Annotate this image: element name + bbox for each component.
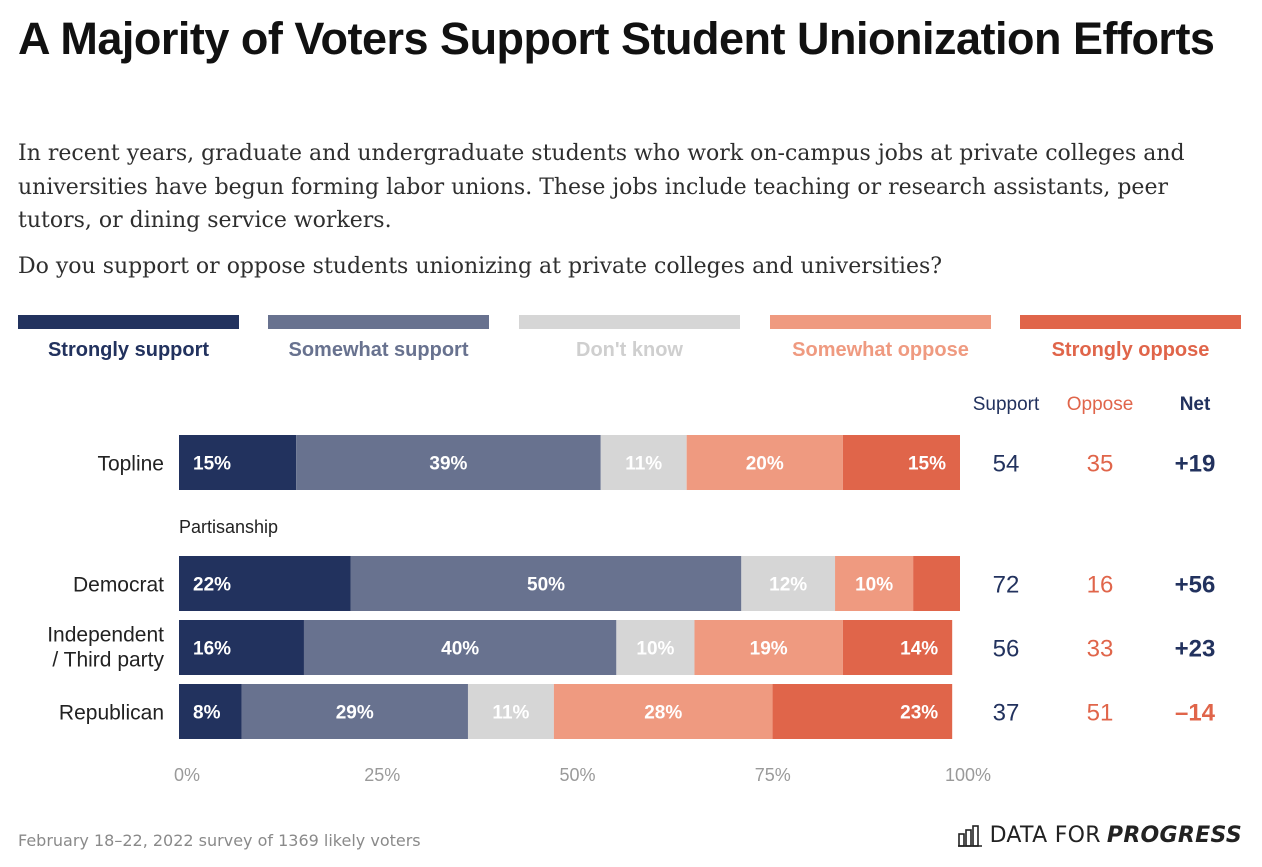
category-label: Democrat [73,574,164,597]
legend-swatch [268,315,489,329]
data-label: 16% [193,639,231,660]
column-header: Net [1180,394,1211,415]
column-header: Support [973,394,1040,415]
bar-segment [350,556,742,611]
data-label: 8% [193,703,221,724]
bar-segment [553,684,773,739]
net-value: +19 [1175,451,1216,478]
brand-logo: DATA FOR PROGRESS [957,823,1242,848]
legend-label: Somewhat oppose [792,339,969,361]
bar-segment [694,620,843,675]
x-tick-label: 50% [559,765,595,785]
bar-segment [835,556,914,611]
column-header: Oppose [1067,394,1134,415]
legend-swatch [1020,315,1241,329]
bar-segment [600,435,687,490]
data-label: 22% [193,575,231,596]
data-label: 10% [855,575,893,596]
bar-segment [179,435,297,490]
bar-segment [616,620,695,675]
oppose-value: 33 [1087,636,1114,663]
data-label: 20% [746,454,784,475]
bar-segment [686,435,843,490]
bar-segment [467,684,554,739]
chart-title: A Majority of Voters Support Student Uni… [18,13,1215,64]
bar-segment [241,684,468,739]
x-tick-label: 0% [174,765,200,785]
brand-name-bold: PROGRESS [1106,823,1242,848]
data-label: 15% [908,454,946,475]
bar-segment [842,435,960,490]
data-label: 11% [492,703,529,724]
bar-segment [303,620,617,675]
support-value: 56 [993,636,1020,663]
survey-question: Do you support or oppose students unioni… [18,254,943,279]
data-label: 14% [900,639,938,660]
data-label: 39% [429,454,467,475]
legend-label: Don't know [576,339,683,361]
legend-swatch [770,315,991,329]
bar-segment [179,684,242,739]
net-value: +23 [1175,636,1216,663]
bar-segment [741,556,836,611]
data-label: 40% [441,639,479,660]
chart-subtitle: In recent years, graduate and undergradu… [18,141,1185,233]
category-label: Independent [47,624,164,647]
net-value: –14 [1175,700,1216,727]
x-tick-label: 75% [755,765,791,785]
legend-label: Somewhat support [288,339,468,361]
oppose-value: 51 [1087,700,1114,727]
bar-segment [913,556,960,611]
oppose-value: 16 [1087,572,1114,599]
bar-chart-icon [957,824,982,847]
category-label: Topline [97,453,164,476]
bar-segment [842,620,953,675]
data-label: 23% [900,703,938,724]
legend-swatch [18,315,239,329]
legend-label: Strongly support [48,339,209,361]
survey-footnote: February 18–22, 2022 survey of 1369 like… [18,831,421,850]
x-tick-label: 100% [945,765,991,785]
category-label: / Third party [52,649,164,672]
bar-segment [296,435,601,490]
category-label: Republican [59,702,164,725]
section-label: Partisanship [179,517,278,537]
oppose-value: 35 [1087,451,1114,478]
support-value: 72 [993,572,1020,599]
data-label: 12% [769,575,807,596]
net-value: +56 [1175,572,1216,599]
legend-label: Strongly oppose [1052,339,1210,361]
stacked-bar-chart: Strongly support Somewhat support Don't kn… [18,315,1241,785]
data-label: 19% [750,639,788,660]
support-value: 54 [993,451,1020,478]
data-label: 10% [636,639,674,660]
bar-segment [179,556,351,611]
data-label: 29% [336,703,374,724]
legend-swatch [519,315,740,329]
data-label: 28% [644,703,682,724]
support-value: 37 [993,700,1020,727]
data-label: 50% [527,575,565,596]
bar-segment [772,684,953,739]
x-tick-label: 25% [364,765,400,785]
bar-segment [179,620,304,675]
data-label: 15% [193,454,231,475]
brand-name: DATA FOR [989,823,1101,848]
data-label: 11% [625,454,662,475]
